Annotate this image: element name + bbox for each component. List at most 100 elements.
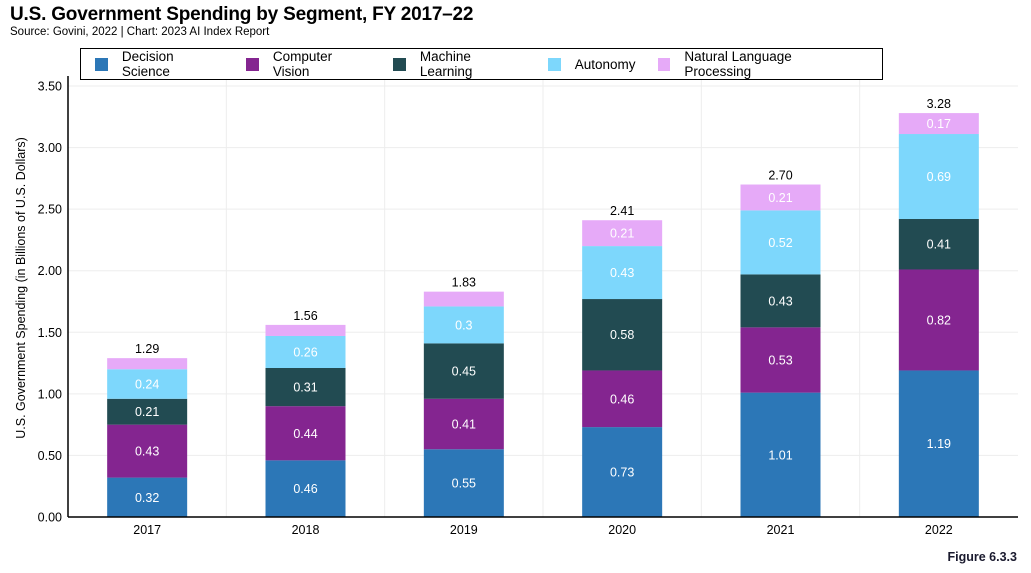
y-tick-label: 1.00 [38, 387, 62, 401]
data-label: 0.21 [135, 405, 159, 419]
y-tick-label: 3.50 [38, 80, 62, 94]
data-label: 0.43 [135, 445, 159, 459]
total-label: 2.41 [610, 204, 634, 218]
bar-segment [265, 324, 346, 336]
bar-segment [582, 427, 663, 517]
data-label: 0.43 [768, 294, 792, 308]
bar-segment [582, 299, 663, 371]
x-tick-label: 2018 [292, 523, 320, 537]
data-label: 0.69 [927, 170, 951, 184]
legend-swatch [246, 57, 259, 71]
bar-segment [898, 113, 979, 135]
y-tick-label: 0.50 [38, 449, 62, 463]
bar-segment [898, 370, 979, 517]
y-tick-label: 2.00 [38, 264, 62, 278]
y-axis-label: U.S. Government Spending (in Billions of… [14, 137, 28, 439]
bar-segment [740, 274, 821, 328]
data-label: 0.21 [768, 191, 792, 205]
legend-item: Natural Language Processing [657, 49, 860, 79]
bar-segment [107, 477, 188, 517]
data-label: 0.41 [927, 238, 951, 252]
y-tick-label: 2.50 [38, 203, 62, 217]
bar-segment [423, 398, 504, 450]
data-label: 0.46 [293, 482, 317, 496]
x-tick-label: 2019 [450, 523, 478, 537]
data-label: 0.17 [927, 117, 951, 131]
bar-segment [107, 424, 188, 478]
data-label: 0.58 [610, 328, 634, 342]
total-label: 2.70 [768, 169, 792, 183]
bar-segment [423, 306, 504, 344]
legend-label: Natural Language Processing [684, 49, 792, 79]
bar-segment [107, 369, 188, 399]
x-tick-label: 2017 [133, 523, 161, 537]
bar-segment [740, 392, 821, 517]
bar-segment [898, 134, 979, 219]
data-label: 0.46 [610, 392, 634, 406]
bar-segment [898, 269, 979, 371]
bar-segment [265, 367, 346, 407]
y-tick-label: 3.00 [38, 141, 62, 155]
total-label: 1.56 [293, 309, 317, 323]
data-label: 0.43 [610, 266, 634, 280]
data-label: 1.01 [768, 448, 792, 462]
data-label: 0.24 [135, 378, 159, 392]
data-label: 0.32 [135, 491, 159, 505]
bar-stack-2022: 1.19 0.82 0.41 0.69 0.17 3.28 [898, 97, 979, 517]
data-label: 0.45 [452, 365, 476, 379]
legend-item: Decision Science [95, 49, 224, 79]
data-label: 0.52 [768, 236, 792, 250]
legend-label: Autonomy [574, 56, 636, 72]
bars: 0.32 0.43 0.21 0.24 1.29 0.46 0.44 0.31 0.26 1.56… [107, 97, 979, 517]
total-label: 1.83 [452, 276, 476, 290]
legend-label: Computer Vision [272, 49, 333, 79]
y-axis: 0.00 0.50 1.00 1.50 2.00 2.50 3.00 3.50 [38, 76, 69, 525]
bar-segment [423, 343, 504, 399]
data-label: 1.19 [927, 437, 951, 451]
data-label: 0.82 [927, 313, 951, 327]
y-tick-label: 1.50 [38, 326, 62, 340]
legend-swatch [95, 57, 108, 71]
bar-segment [740, 327, 821, 393]
bar-segment [107, 398, 188, 425]
bar-segment [582, 246, 663, 300]
legend-item: Autonomy [547, 56, 636, 72]
data-label: 0.26 [293, 345, 317, 359]
data-label: 0.55 [452, 477, 476, 491]
total-label: 1.29 [135, 342, 159, 356]
chart-title: U.S. Government Spending by Segment, FY … [10, 4, 474, 25]
x-tick-label: 2022 [925, 523, 953, 537]
legend-swatch [547, 57, 561, 71]
legend-swatch [657, 57, 671, 71]
total-label: 3.28 [927, 97, 951, 111]
bar-stack-2020: 0.73 0.46 0.58 0.43 0.21 2.41 [582, 204, 663, 517]
data-label: 0.3 [455, 318, 472, 332]
bar-segment [423, 291, 504, 307]
chart-source: Source: Govini, 2022 | Chart: 2023 AI In… [10, 26, 270, 38]
bar-segment [423, 449, 504, 517]
bar-segment [265, 460, 346, 517]
data-label: 0.41 [452, 418, 476, 432]
data-label: 0.31 [293, 381, 317, 395]
legend-swatch [393, 57, 406, 71]
bar-stack-2019: 0.55 0.41 0.45 0.3 1.83 [423, 276, 504, 517]
legend-item: Computer Vision [246, 49, 371, 79]
bar-stack-2021: 1.01 0.53 0.43 0.52 0.21 2.70 [740, 169, 821, 517]
y-tick-label: 0.00 [38, 511, 62, 525]
x-axis: 2017 2018 2019 2020 2021 2022 [68, 516, 1018, 537]
data-label: 0.44 [293, 427, 317, 441]
bar-segment [265, 335, 346, 368]
x-tick-label: 2020 [608, 523, 636, 537]
data-label: 0.21 [610, 227, 634, 241]
bar-segment [740, 210, 821, 275]
figure-label: Figure 6.3.3 [947, 550, 1017, 564]
bar-stack-2018: 0.46 0.44 0.31 0.26 1.56 [265, 309, 346, 517]
bar-segment [107, 358, 188, 370]
bar-segment [898, 218, 979, 270]
bar-segment [265, 406, 346, 461]
legend: Decision Science Computer Vision Machine L… [80, 48, 883, 80]
bar-segment [740, 184, 821, 211]
gridlines [68, 76, 1018, 517]
bar-stack-2017: 0.32 0.43 0.21 0.24 1.29 [107, 342, 188, 517]
